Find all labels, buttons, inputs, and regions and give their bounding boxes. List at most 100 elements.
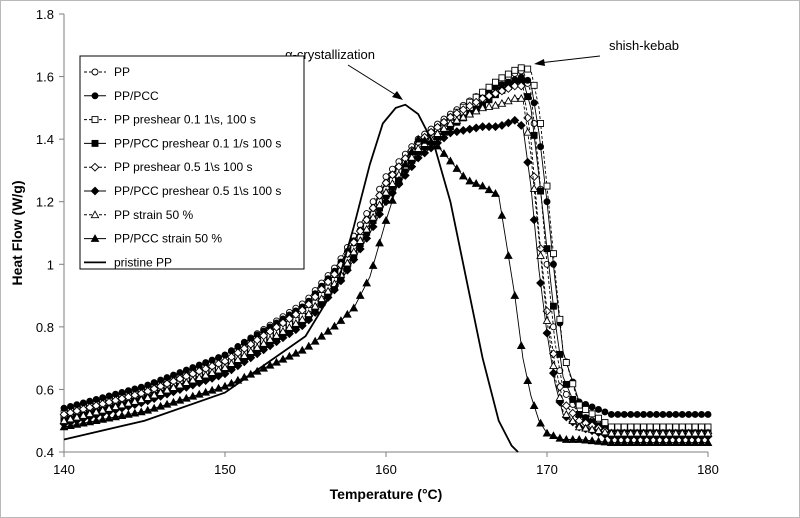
data-point — [214, 371, 223, 381]
data-point — [587, 424, 597, 433]
data-point — [607, 438, 616, 446]
legend-item-1: PP/PCC — [84, 89, 159, 103]
data-point — [690, 438, 700, 446]
data-point — [362, 278, 372, 287]
data-point — [330, 321, 339, 330]
data-point — [72, 419, 82, 428]
legend-label: PP/PCC preshear 0.1 1/s 100 s — [114, 136, 281, 150]
data-point — [207, 368, 217, 376]
legend-label: PP/PCC preshear 0.5 1\s 100 s — [114, 184, 281, 198]
data-point — [452, 127, 462, 137]
data-point — [111, 412, 120, 421]
series-line — [63, 103, 519, 453]
legend: PP PP/PCC PP preshear 0.1 1\s, 100 s PP/PCC… — [79, 55, 305, 270]
data-point — [484, 122, 494, 132]
data-point — [413, 134, 423, 143]
data-point — [381, 187, 391, 196]
legend-label: PP/PCC strain 50 % — [114, 232, 222, 246]
data-point — [85, 409, 95, 418]
data-point — [491, 122, 500, 132]
data-point — [471, 106, 481, 115]
data-point — [342, 265, 352, 275]
data-point — [181, 378, 191, 386]
data-point — [685, 411, 693, 418]
data-point — [600, 437, 610, 446]
data-point — [445, 128, 455, 138]
legend-item-4: PP preshear 0.5 1\s 100 s — [84, 160, 253, 174]
data-point — [349, 303, 359, 312]
data-point — [458, 171, 468, 180]
data-point — [492, 78, 499, 86]
legend-item-7: PP/PCC strain 50 % — [84, 232, 222, 246]
annotation-shish-arrow-line — [538, 55, 601, 64]
data-point — [664, 438, 674, 446]
y-tick-label: 1.6 — [36, 70, 54, 85]
annotation-shish-kebab: shish-kebab — [609, 38, 679, 53]
data-point — [90, 162, 100, 172]
data-point — [536, 250, 545, 259]
data-point — [214, 383, 223, 392]
data-point — [439, 149, 449, 157]
data-point — [665, 411, 673, 418]
data-point — [595, 414, 602, 422]
data-point — [285, 351, 294, 360]
data-point — [91, 116, 99, 124]
data-point — [652, 428, 661, 437]
data-point — [91, 68, 99, 76]
data-point — [349, 237, 359, 247]
data-point — [575, 401, 583, 409]
data-point — [529, 172, 539, 182]
data-point — [524, 76, 532, 84]
data-point — [233, 361, 243, 371]
data-point — [471, 123, 481, 133]
data-point — [497, 210, 507, 219]
x-tick-labels: 140 150 160 170 180 — [53, 452, 719, 477]
data-point — [194, 378, 204, 388]
data-point — [85, 417, 95, 426]
data-point — [613, 428, 623, 437]
data-point — [549, 368, 558, 378]
y-tick-label: 0.4 — [36, 445, 54, 460]
data-point — [452, 115, 462, 124]
annotation-alpha-arrow-line — [347, 64, 400, 98]
data-point — [601, 419, 609, 427]
data-point — [368, 203, 378, 213]
data-point — [175, 395, 185, 404]
data-point — [239, 350, 249, 359]
data-point — [497, 120, 507, 130]
data-point — [510, 81, 520, 91]
data-point — [523, 127, 533, 136]
y-tick-labels: 0.4 0.6 0.8 1 1.2 1.4 1.6 1.8 — [36, 7, 64, 460]
data-point — [284, 314, 294, 324]
data-point — [561, 409, 571, 418]
data-point — [246, 353, 256, 363]
data-point — [549, 323, 557, 331]
data-point — [368, 212, 378, 221]
data-point — [524, 93, 532, 101]
data-point — [484, 91, 494, 101]
data-point — [523, 113, 533, 123]
data-point — [677, 438, 687, 446]
data-point — [439, 123, 449, 132]
data-point — [362, 224, 372, 233]
y-tick-label: 1.2 — [36, 195, 54, 210]
data-point — [594, 436, 603, 445]
data-point — [239, 357, 249, 367]
data-point — [117, 411, 127, 420]
data-point — [201, 387, 211, 396]
data-point — [511, 66, 519, 74]
data-point — [104, 413, 114, 422]
data-point — [561, 401, 571, 411]
legend-item-5: PP/PCC preshear 0.5 1\s 100 s — [84, 184, 281, 198]
data-point — [497, 86, 507, 96]
data-point — [478, 122, 488, 132]
data-point — [143, 405, 153, 414]
data-point — [175, 380, 185, 389]
data-point — [510, 291, 520, 299]
data-point — [201, 376, 211, 385]
data-point — [355, 235, 365, 244]
data-point — [317, 294, 326, 303]
y-tick-label: 1 — [47, 257, 54, 272]
data-point — [362, 215, 372, 225]
